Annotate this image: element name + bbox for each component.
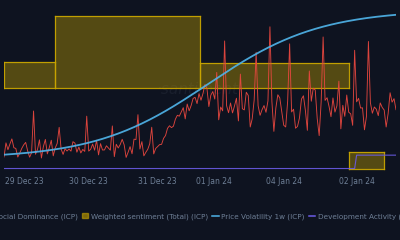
Text: ·santiment·: ·santiment·: [156, 83, 244, 97]
Legend: Social Dominance (ICP), Weighted sentiment (Total) (ICP), Price Volatility 1w (I: Social Dominance (ICP), Weighted sentime…: [0, 210, 400, 223]
